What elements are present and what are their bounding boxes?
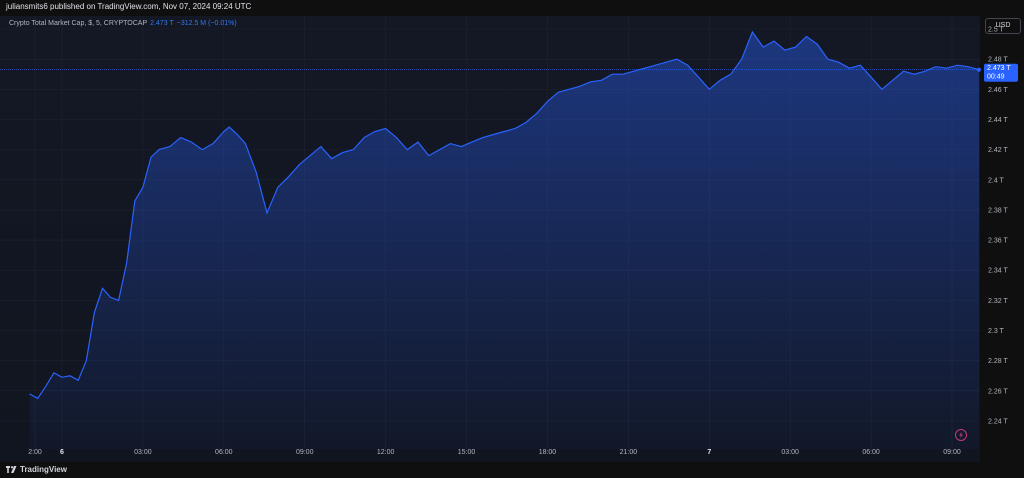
y-tick-label: 2.24 T xyxy=(988,419,1008,426)
y-tick-label: 2.26 T xyxy=(988,388,1008,395)
y-tick-label: 2.3 T xyxy=(988,328,1005,335)
chart-container[interactable]: 2.5 T 2.48 T 2.46 T 2.44 T 2.42 T 2.4 T 2.38 T… xyxy=(0,16,1024,462)
x-tick-label: 18:00 xyxy=(539,449,557,456)
y-tick-label: 2.36 T xyxy=(988,238,1008,245)
lightning-icon[interactable] xyxy=(955,429,967,441)
x-tick-label: 15:00 xyxy=(458,449,476,456)
brand-label: TradingView xyxy=(20,465,67,474)
price-area xyxy=(29,32,980,449)
legend-value: 2.473 T xyxy=(150,20,174,27)
y-tick-label: 2.32 T xyxy=(988,298,1008,305)
x-axis[interactable]: 2:00 6 03:00 06:00 09:00 12:00 15:00 18:00 21:00… xyxy=(28,449,961,456)
x-tick-label: 06:00 xyxy=(215,449,233,456)
y-tick-label: 2.28 T xyxy=(988,358,1008,365)
last-price-dot xyxy=(976,67,981,72)
price-label-countdown: 00:49 xyxy=(987,74,1005,81)
x-tick-label: 09:00 xyxy=(296,449,314,456)
currency-button[interactable]: USD xyxy=(985,18,1021,34)
published-text: juliansmits6 published on TradingView.co… xyxy=(6,2,252,11)
y-tick-label: 2.48 T xyxy=(988,57,1008,64)
price-label-box xyxy=(984,63,1018,82)
x-tick-label: 2:00 xyxy=(28,449,42,456)
x-tick-label: 03:00 xyxy=(781,449,799,456)
price-label-value: 2.473 T xyxy=(987,65,1011,72)
legend-symbol: Crypto Total Market Cap, $, 5, CRYPTOCAP xyxy=(9,20,148,27)
y-tick-label: 2.42 T xyxy=(988,147,1008,154)
y-tick-label: 2.4 T xyxy=(988,177,1005,184)
x-tick-label: 12:00 xyxy=(377,449,395,456)
tradingview-logo-icon xyxy=(6,466,17,474)
tradingview-brand[interactable]: TradingView xyxy=(6,465,67,474)
price-label: 2.473 T 00:49 xyxy=(984,63,1018,82)
x-tick-label: 21:00 xyxy=(620,449,638,456)
y-tick-label: 2.34 T xyxy=(988,268,1008,275)
legend-change: −312.5 M (−0.01%) xyxy=(176,20,237,27)
price-line xyxy=(29,30,980,400)
footer: TradingView xyxy=(0,462,1024,478)
x-tick-label: 03:00 xyxy=(134,449,152,456)
y-tick-label: 2.46 T xyxy=(988,87,1008,94)
publish-header: juliansmits6 published on TradingView.co… xyxy=(0,0,1024,16)
price-chart[interactable]: 2.5 T 2.48 T 2.46 T 2.44 T 2.42 T 2.4 T 2.38 T… xyxy=(0,16,1024,462)
x-tick-label: 06:00 xyxy=(862,449,880,456)
x-tick-label: 6 xyxy=(60,449,64,456)
y-tick-label: 2.5 T xyxy=(988,27,1005,34)
x-tick-label: 09:00 xyxy=(943,449,961,456)
series-legend[interactable]: Crypto Total Market Cap, $, 5, CRYPTOCAP… xyxy=(9,20,237,27)
y-axis[interactable]: 2.5 T 2.48 T 2.46 T 2.44 T 2.42 T 2.4 T 2.38 T… xyxy=(988,27,1008,426)
x-tick-label: 7 xyxy=(707,449,711,456)
y-tick-label: 2.38 T xyxy=(988,207,1008,214)
y-tick-label: 2.44 T xyxy=(988,117,1008,124)
